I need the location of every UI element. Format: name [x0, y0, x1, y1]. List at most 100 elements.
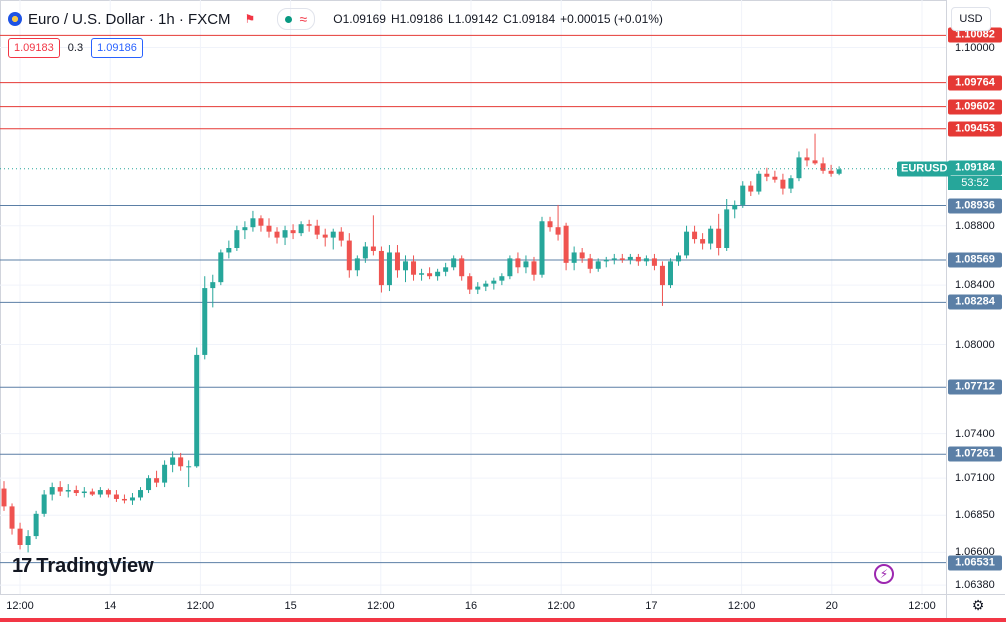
- candle-up: [595, 261, 601, 269]
- support-level-label[interactable]: 1.08284: [948, 294, 1002, 310]
- candle-up: [210, 282, 216, 289]
- ohlc-close-value: 1.09184: [511, 12, 556, 26]
- time-tick-label: 20: [825, 600, 838, 612]
- resistance-level-label[interactable]: 1.10082: [948, 27, 1002, 43]
- tradingview-logo-icon: 17: [12, 555, 32, 577]
- market-open-dot-icon: [284, 15, 292, 23]
- sell-price-button[interactable]: 1.09183: [8, 38, 60, 58]
- candle-up: [403, 261, 408, 271]
- resistance-level-label[interactable]: 1.09453: [948, 121, 1002, 137]
- symbol-price-tag: EURUSD: [897, 161, 952, 177]
- candle-up: [226, 247, 232, 253]
- candle-up: [354, 258, 360, 271]
- candle-down: [619, 258, 625, 260]
- candle-down: [1, 488, 7, 507]
- ohlc-high-value: 1.09186: [399, 12, 444, 26]
- symbol-title[interactable]: Euro / U.S. Dollar · 1h · FXCM: [28, 10, 231, 28]
- candle-up: [507, 258, 513, 277]
- lightning-icon[interactable]: ⚡: [874, 564, 894, 584]
- candle-down: [467, 276, 473, 290]
- candlestick-chart[interactable]: [0, 0, 946, 594]
- candle-up: [571, 252, 577, 263]
- flag-icon[interactable]: ⚑: [244, 12, 256, 26]
- candle-up: [708, 228, 714, 244]
- bid-ask-panel: 1.09183 0.3 1.09186: [8, 38, 143, 58]
- candle-down: [700, 239, 706, 244]
- time-tick-label: 12:00: [186, 600, 215, 612]
- support-level-label[interactable]: 1.08936: [948, 198, 1002, 214]
- candle-down: [820, 163, 826, 171]
- candle-up: [643, 258, 649, 262]
- wave-icon: ≈: [299, 11, 308, 27]
- buy-price-button[interactable]: 1.09186: [91, 38, 143, 58]
- candle-down: [772, 176, 778, 180]
- candle-up: [523, 261, 529, 268]
- settings-icon[interactable]: ⚙: [971, 597, 985, 613]
- candle-up: [386, 252, 392, 286]
- last-price-label[interactable]: 1.09184: [948, 160, 1002, 176]
- ohlc-low-key: L: [448, 12, 455, 26]
- candle-up: [796, 157, 802, 179]
- resistance-level-label[interactable]: 1.09764: [948, 75, 1002, 91]
- candle-up: [97, 490, 103, 495]
- candle-down: [73, 490, 79, 494]
- time-tick-label: 12:00: [547, 600, 575, 612]
- support-level-label[interactable]: 1.07261: [948, 446, 1002, 462]
- tradingview-logo[interactable]: 17 TradingView: [12, 555, 154, 578]
- candle-down: [89, 491, 95, 495]
- support-level-label[interactable]: 1.06531: [948, 555, 1002, 571]
- resistance-level-label[interactable]: 1.09602: [948, 99, 1002, 115]
- candle-down: [579, 252, 585, 259]
- currency-button[interactable]: USD: [951, 7, 991, 31]
- candle-up: [242, 227, 248, 231]
- candle-down: [378, 250, 384, 286]
- support-level-label[interactable]: 1.08569: [948, 252, 1002, 268]
- candle-up: [218, 252, 224, 283]
- candle-down: [9, 506, 15, 529]
- time-tick-label: 12:00: [367, 600, 395, 612]
- candle-up: [732, 204, 738, 210]
- candle-down: [555, 227, 561, 235]
- time-tick-label: 14: [104, 600, 117, 612]
- candle-up: [146, 478, 152, 491]
- candle-down: [515, 258, 521, 268]
- candle-up: [419, 273, 425, 275]
- candle-up: [756, 173, 762, 192]
- time-tick-label: 12:00: [727, 600, 756, 612]
- candle-up: [499, 276, 505, 281]
- candle-down: [290, 230, 296, 234]
- candle-up: [202, 288, 208, 355]
- ohlc-close-key: C: [503, 12, 512, 26]
- currency-pair-icon: [8, 12, 22, 26]
- candle-up: [475, 286, 481, 290]
- candle-down: [635, 256, 641, 262]
- candle-down: [748, 185, 754, 192]
- price-tick-label: 1.10000: [955, 41, 995, 54]
- candle-up: [724, 209, 730, 248]
- support-level-label[interactable]: 1.07712: [948, 379, 1002, 395]
- price-tick-label: 1.06380: [955, 579, 995, 592]
- candle-up: [667, 261, 673, 286]
- market-status-pill[interactable]: ≈: [276, 8, 316, 30]
- candle-down: [306, 224, 312, 226]
- candle-down: [105, 490, 111, 495]
- plot-area[interactable]: [0, 0, 946, 594]
- spread-value: 0.3: [67, 42, 84, 54]
- candle-up: [443, 267, 449, 272]
- candle-down: [266, 225, 272, 232]
- bottom-accent-bar: [0, 618, 1006, 622]
- price-axis[interactable]: 1.10000 1.08800 1.08400 1.08000 1.07400 1.071…: [946, 0, 1005, 594]
- time-axis[interactable]: 12:00 14 12:00 15 12:00 16 12:00 17 12:00 20 12:00: [0, 594, 946, 619]
- price-tick-label: 1.07100: [955, 472, 995, 485]
- candle-down: [716, 228, 722, 248]
- candle-down: [692, 231, 698, 240]
- candle-up: [170, 457, 176, 465]
- ohlc-values: O 1.09169 H 1.09186 L 1.09142 C 1.09184 +0.0…: [333, 12, 668, 26]
- candle-down: [563, 225, 569, 263]
- candle-down: [531, 261, 537, 275]
- candle-down: [274, 231, 280, 238]
- candle-up: [836, 169, 842, 174]
- logo-text: TradingView: [36, 555, 154, 577]
- candle-up: [491, 280, 497, 284]
- price-tick-label: 1.08800: [955, 219, 995, 232]
